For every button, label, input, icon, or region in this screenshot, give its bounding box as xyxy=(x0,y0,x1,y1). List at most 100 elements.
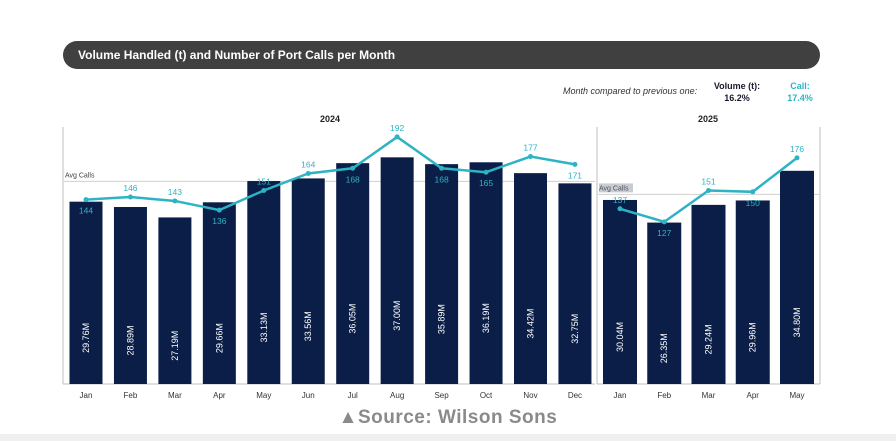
calls-value-label: 168 xyxy=(435,174,449,184)
calls-value-label: 164 xyxy=(301,160,315,170)
bar xyxy=(469,162,503,384)
bar-value-label: 36.05M xyxy=(348,304,358,334)
x-tick-label: Apr xyxy=(213,391,226,400)
bar xyxy=(113,207,147,384)
x-tick-label: Mar xyxy=(702,391,716,400)
calls-value-label: 127 xyxy=(657,228,671,238)
bar-value-label: 29.76M xyxy=(81,323,91,353)
calls-point xyxy=(706,187,711,193)
calls-point xyxy=(127,194,133,200)
year-label: 2024 xyxy=(320,114,340,124)
calls-point xyxy=(261,187,267,193)
calls-point xyxy=(305,171,311,177)
bar-value-label: 28.89M xyxy=(125,325,135,355)
x-tick-label: Feb xyxy=(657,391,671,400)
x-tick-label: Feb xyxy=(124,391,138,400)
calls-value-label: 151 xyxy=(257,176,271,186)
x-tick-label: Aug xyxy=(390,391,404,400)
bar-value-label: 35.89M xyxy=(437,304,447,334)
source-caption: ▲Source: Wilson Sons xyxy=(338,407,558,428)
calls-point xyxy=(572,161,578,167)
chart-title: Volume Handled (t) and Number of Port Ca… xyxy=(63,41,820,69)
calls-value-label: 192 xyxy=(390,123,404,133)
bar-value-label: 27.19M xyxy=(170,331,180,361)
x-tick-label: Dec xyxy=(568,391,582,400)
bar-value-label: 29.24M xyxy=(704,324,714,354)
calls-value-label: 168 xyxy=(346,174,360,184)
calls-point xyxy=(439,165,445,171)
calls-point xyxy=(483,169,489,175)
bar-value-label: 30.04M xyxy=(615,322,625,352)
bar xyxy=(780,170,814,384)
calls-value-label: 137 xyxy=(613,195,627,205)
bar xyxy=(425,164,459,384)
bar xyxy=(603,199,637,384)
volume-kpi-label: Volume (t): xyxy=(713,81,761,91)
calls-point xyxy=(394,134,400,140)
bar xyxy=(558,183,592,384)
calls-value-label: 176 xyxy=(790,144,804,154)
bar xyxy=(158,217,192,384)
bar-value-label: 32.75M xyxy=(570,314,580,344)
calls-line xyxy=(85,135,576,212)
bar xyxy=(691,204,726,384)
bar-value-label: 34.80M xyxy=(792,307,802,337)
avg-calls-label-bg xyxy=(599,183,633,193)
bar-value-label: 29.66M xyxy=(214,323,224,353)
bar xyxy=(735,200,770,384)
calls-value-label: 177 xyxy=(523,143,537,153)
bar-value-label: 33.13M xyxy=(259,313,269,343)
x-tick-label: Apr xyxy=(747,391,760,400)
calls-point xyxy=(172,198,178,204)
calls-point xyxy=(750,189,756,195)
calls-value-label: 143 xyxy=(168,187,182,197)
bottom-strip xyxy=(0,434,896,441)
calls-point xyxy=(617,206,623,212)
x-tick-label: Nov xyxy=(523,391,537,400)
volume-kpi: Volume (t): 16.2% xyxy=(712,80,762,104)
year-label: 2025 xyxy=(698,114,718,124)
bar-value-label: 37.00M xyxy=(392,301,402,331)
calls-point xyxy=(83,197,89,203)
call-kpi-value: 17.4% xyxy=(787,93,813,103)
x-tick-label: Jun xyxy=(302,391,315,400)
calls-point xyxy=(216,207,222,213)
calls-point xyxy=(528,154,533,160)
bar xyxy=(247,181,281,384)
bar xyxy=(291,178,325,384)
x-tick-label: Jul xyxy=(348,391,358,400)
calls-point xyxy=(661,219,667,225)
calls-value-label: 151 xyxy=(701,176,715,186)
calls-point xyxy=(350,165,356,171)
compare-text: Month compared to previous one: xyxy=(563,86,698,96)
x-tick-label: Mar xyxy=(168,391,182,400)
avg-calls-label: Avg Calls xyxy=(599,185,629,192)
bar-value-label: 34.42M xyxy=(526,309,536,339)
x-tick-label: Jan xyxy=(80,391,93,400)
calls-value-label: 136 xyxy=(212,216,226,226)
bar xyxy=(202,202,236,384)
calls-value-label: 150 xyxy=(746,198,760,208)
calls-value-label: 171 xyxy=(568,170,582,180)
bar xyxy=(336,163,370,384)
bar xyxy=(380,157,414,384)
x-tick-label: Sep xyxy=(434,391,449,400)
bar xyxy=(514,173,547,384)
bar xyxy=(647,222,682,384)
calls-value-label: 165 xyxy=(479,178,493,188)
x-tick-label: May xyxy=(256,391,271,400)
x-tick-label: May xyxy=(789,391,804,400)
call-kpi: Call: 17.4% xyxy=(780,80,820,104)
bar-value-label: 26.35M xyxy=(659,333,669,363)
x-tick-label: Jan xyxy=(614,391,627,400)
calls-value-label: 144 xyxy=(79,206,93,216)
call-kpi-label: Call: xyxy=(790,81,810,91)
bar-value-label: 36.19M xyxy=(481,303,491,333)
calls-value-label: 146 xyxy=(123,183,137,193)
x-tick-label: Oct xyxy=(480,391,493,400)
calls-point xyxy=(794,155,800,161)
bar-value-label: 29.96M xyxy=(748,322,758,352)
avg-calls-label: Avg Calls xyxy=(65,172,95,179)
bar xyxy=(69,201,103,384)
